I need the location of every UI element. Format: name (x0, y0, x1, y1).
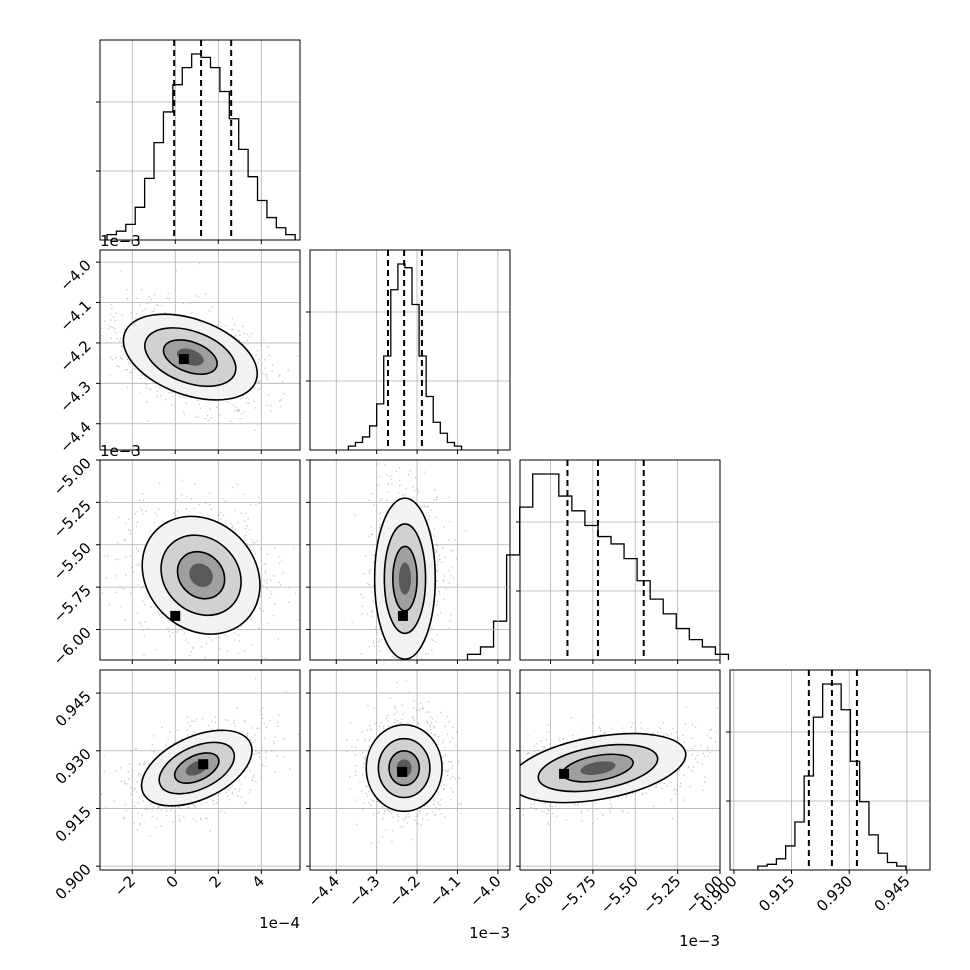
y-tick-label: −4.3 (56, 377, 94, 415)
axes-frame (519, 669, 721, 871)
x-tick-label: −4.1 (426, 872, 464, 910)
histogram-step (466, 473, 730, 660)
x-offset-text-col1: 1e−3 (469, 924, 510, 942)
density-region (398, 562, 412, 595)
y-offset-text-row1: 1e−3 (100, 232, 141, 250)
axes-frame (309, 249, 511, 451)
x-tick-label: 2 (206, 872, 225, 891)
y-tick-label: −4.4 (56, 418, 94, 456)
panel-1-1 (306, 249, 511, 454)
density-layer (100, 263, 300, 431)
sample-points (351, 463, 467, 660)
contour-line (373, 497, 437, 660)
mode-bin (397, 610, 408, 621)
contour-line (520, 732, 687, 804)
x-tick-label: 0 (163, 872, 182, 891)
x-tick-label: −4.0 (466, 872, 504, 910)
density-layer (101, 479, 300, 660)
panel-3-0: −2 0 2 4 0.900 0.915 0.930 0.945 (52, 669, 301, 903)
axes-frame (519, 459, 721, 661)
y-tick-label: −4.0 (56, 256, 94, 294)
x-tick-label: 0.945 (871, 872, 914, 915)
contour-line (537, 743, 659, 793)
axes-frame (99, 459, 301, 661)
x-tick-label: −4.3 (345, 872, 383, 910)
contour-line (173, 752, 220, 784)
mode-bin (178, 354, 189, 365)
y-tick-label: −5.50 (50, 539, 95, 584)
density-layer (100, 678, 299, 838)
axes-frame (309, 459, 511, 661)
x-tick-label: 0.915 (755, 872, 798, 915)
density-layer (520, 706, 718, 825)
panel-0-0 (96, 39, 301, 244)
y-offset-text-row2: 1e−3 (100, 442, 141, 460)
x-tick-label: −5.75 (554, 872, 599, 917)
y-tick-label: −6.00 (50, 624, 95, 669)
x-tick-label: −4.2 (385, 872, 423, 910)
y-tick-label: −4.1 (56, 297, 94, 335)
x-tick-label: −4.4 (305, 872, 343, 910)
x-tick-label: −5.50 (597, 872, 642, 917)
y-tick-label: 0.900 (52, 860, 95, 903)
y-tick-label: −5.75 (50, 581, 95, 626)
contour-line (388, 749, 421, 787)
contour-line (158, 741, 236, 795)
y-tick-label: −4.2 (56, 337, 94, 375)
y-tick-label: 0.915 (52, 803, 95, 846)
x-tick-label: −5.25 (639, 872, 684, 917)
panel-3-3: 0.900 0.915 0.930 0.945 (698, 669, 931, 915)
contour-line (365, 724, 443, 813)
y-tick-label: −5.00 (50, 454, 95, 499)
panel-1-0: −4.4−4.3−4.2−4.1−4.0 (56, 249, 301, 456)
density-layer (346, 680, 462, 849)
contour-line (162, 339, 218, 376)
panel-2-1 (306, 459, 511, 664)
contour-line (176, 550, 226, 600)
axes-frame (729, 669, 931, 871)
axes-frame (309, 669, 511, 871)
contour-line (144, 327, 237, 388)
contour-line (392, 545, 418, 612)
x-tick-label: 4 (249, 872, 268, 891)
contour-line (377, 737, 431, 799)
mode-bin (170, 610, 181, 621)
contour-line (122, 313, 259, 401)
mode-bin (198, 759, 209, 770)
contour-line (141, 515, 261, 635)
x-tick-label: 0.930 (813, 872, 856, 915)
x-tick-label: −2 (111, 872, 139, 900)
y-tick-label: −5.25 (50, 496, 95, 541)
mode-bin (559, 768, 570, 779)
x-offset-text-col2: 1e−3 (679, 932, 720, 950)
sample-points (100, 263, 300, 431)
y-tick-label: 0.945 (52, 687, 95, 730)
axes-frame (99, 249, 301, 451)
panel-2-0: −6.00−5.75−5.50−5.25−5.00 (50, 454, 301, 669)
contour-line (160, 534, 242, 617)
panel-2-2 (466, 459, 730, 664)
contour-line (383, 523, 427, 635)
x-offset-text-col0: 1e−4 (259, 914, 300, 932)
contour-line (140, 729, 253, 807)
axes-frame (99, 669, 301, 871)
panel-3-1: −4.4 −4.3 −4.2 −4.1 −4.0 (305, 669, 511, 911)
density-region (580, 761, 616, 775)
mode-bin (397, 766, 408, 777)
x-tick-label: −6.00 (512, 872, 557, 917)
density-region (189, 563, 213, 588)
y-tick-label: 0.930 (52, 745, 95, 788)
density-layer (351, 463, 467, 660)
axes-frame (99, 39, 301, 241)
